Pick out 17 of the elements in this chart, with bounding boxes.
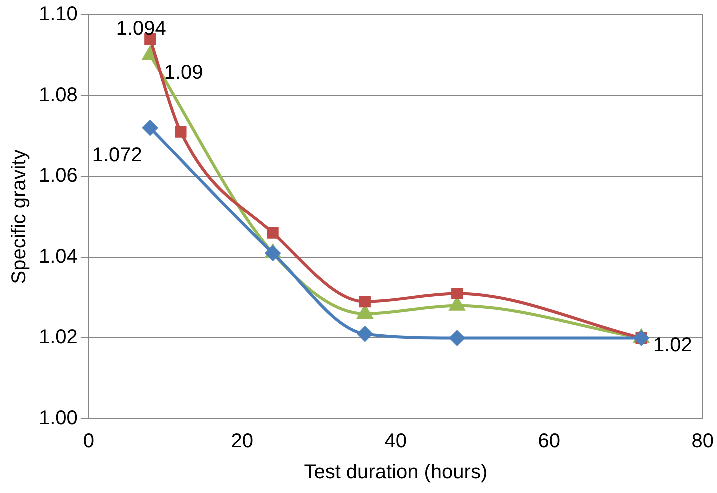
x-tick-label: 80 <box>692 430 714 453</box>
y-tick-label: 1.08 <box>38 84 78 106</box>
y-tick-label: 1.06 <box>38 165 78 188</box>
x-tick-label: 20 <box>231 430 254 453</box>
y-tick-label: 1.02 <box>38 326 78 349</box>
y-tick-label: 1.00 <box>38 408 78 430</box>
y-tick-label: 1.04 <box>38 246 78 268</box>
data-label: 1.072 <box>92 144 142 167</box>
data-label: 1.09 <box>164 62 204 84</box>
data-label: 1.02 <box>653 334 692 357</box>
x-axis-title: Test duration (hours) <box>304 462 488 484</box>
data-label: 1.094 <box>116 18 166 40</box>
x-tick-label: 40 <box>384 430 408 453</box>
x-tick-label: 60 <box>538 430 561 453</box>
x-tick-label: 0 <box>83 430 94 453</box>
y-axis-title: Specific gravity <box>8 150 31 284</box>
y-tick-label: 1.10 <box>38 4 78 26</box>
